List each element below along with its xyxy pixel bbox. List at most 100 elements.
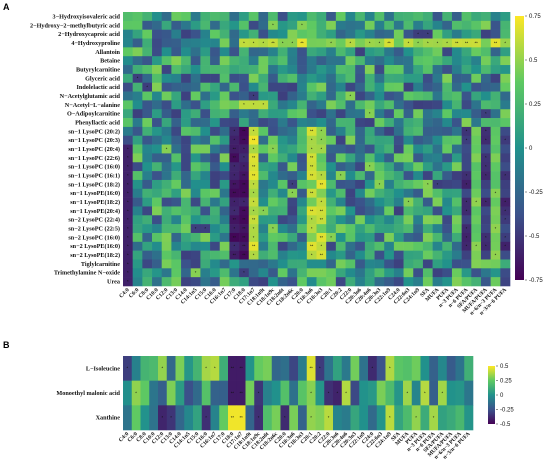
heatmap-cell [132,241,143,251]
heatmap-cell [268,20,279,30]
significance-mark: * [233,226,235,231]
heatmap-cell [210,259,221,269]
colorbar-tick-label: -0.5 [529,234,540,240]
heatmap-cell [258,171,269,181]
heatmap-cell [219,215,230,225]
significance-mark: * [466,244,468,249]
heatmap-cell [306,162,317,172]
heatmap-cell [413,215,424,225]
heatmap-cell [306,153,317,163]
significance-mark: * [253,208,255,213]
heatmap-cell [490,153,501,163]
heatmap-cell [277,250,288,260]
significance-mark: * [253,235,255,240]
significance-mark: * [253,182,255,187]
significance-mark: * [135,390,137,395]
heatmap-cell [287,277,298,287]
heatmap-cell [161,171,172,181]
heatmap-cell [132,162,143,172]
heatmap-cell [258,215,269,225]
heatmap-cell [403,135,414,145]
heatmap-cell [229,277,240,287]
heatmap-cell [277,206,288,216]
heatmap-cell [181,215,192,225]
heatmap-cell [248,38,259,48]
heatmap-cell [219,91,230,101]
heatmap-cell [193,356,203,381]
heatmap-cell [480,206,491,216]
heatmap-cell [403,405,413,431]
heatmap-cell [248,144,259,154]
heatmap-cell [374,215,385,225]
heatmap-cell [374,38,385,48]
heatmap-cell [219,38,230,48]
heatmap-cell [411,380,421,406]
heatmap-cell [413,38,424,48]
significance-mark: * [127,279,129,284]
heatmap-cell [277,162,288,172]
heatmap-cell [171,65,182,75]
heatmap-cell [306,126,317,137]
heatmap-cell [345,47,356,57]
heatmap-cell [374,268,385,278]
heatmap-cell [258,56,269,66]
heatmap-cell [277,91,288,101]
heatmap-cell [500,277,511,287]
heatmap-cell [451,188,462,198]
heatmap-cell [442,135,453,145]
heatmap-cell [442,188,453,198]
significance-mark: * [330,235,332,240]
heatmap-cell [152,215,163,225]
heatmap-cell [132,277,143,287]
heatmap-cell [451,179,462,190]
heatmap-cell [297,29,308,39]
heatmap-cell [236,356,246,381]
heatmap-cell [316,12,327,22]
heatmap-cell [229,259,240,269]
significance-mark: * [137,76,139,81]
heatmap-cell [152,162,163,172]
significance-mark: * [284,415,286,420]
heatmap-cell [364,215,375,225]
heatmap-cell [297,91,308,101]
heatmap-cell [306,380,316,406]
colorbar-tick-label: 0.75 [529,14,541,20]
column-label: SFA [390,431,401,442]
heatmap-cell [403,171,414,181]
heatmap-cell [248,268,259,278]
heatmap-cell [413,135,424,145]
heatmap-cell [268,179,279,190]
heatmap-cell [123,162,133,172]
significance-mark: * [146,85,148,90]
heatmap-cell [161,277,172,287]
heatmap-cell [335,65,346,75]
heatmap-cell [432,153,443,163]
heatmap-cell [413,12,424,22]
heatmap-cell [248,56,259,66]
significance-mark: * [127,244,129,249]
heatmap-cell [335,73,346,84]
heatmap-cell [142,100,153,110]
significance-mark: ** [231,390,235,395]
heatmap-cell [364,224,375,234]
heatmap-cell [422,268,433,278]
heatmap-cell [161,100,172,110]
heatmap-cell [345,82,356,92]
heatmap-cell [219,162,230,172]
heatmap-cell [123,20,133,30]
significance-mark: ** [252,217,256,222]
heatmap-cell [432,162,443,172]
heatmap-cell [335,268,346,278]
heatmap-cell [277,100,288,110]
heatmap-cell [393,162,404,172]
heatmap-cell [190,206,201,216]
heatmap-cell [297,277,308,287]
significance-mark: ** [252,138,256,143]
heatmap-cell [190,268,201,278]
heatmap-cell [413,82,424,92]
heatmap-cell [123,12,133,22]
heatmap-cell [480,250,491,260]
heatmap-cell [384,126,395,137]
heatmap-cell [200,259,211,269]
heatmap-cell [355,188,366,198]
